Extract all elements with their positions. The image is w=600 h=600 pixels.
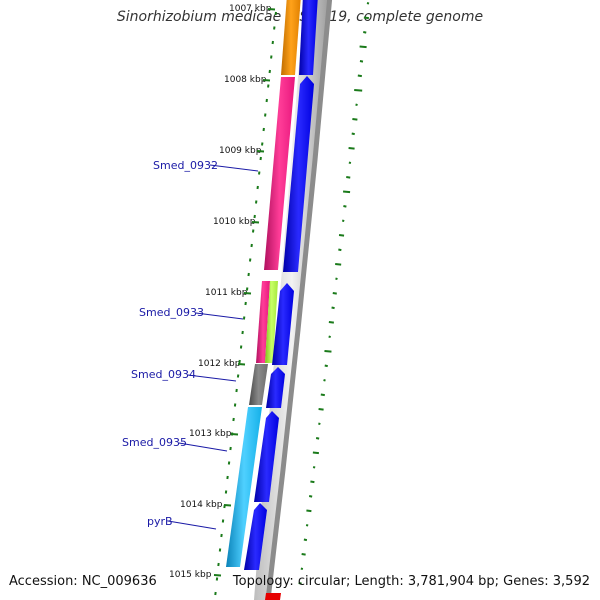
gene-arrow-smed-0935[interactable] [254,411,279,502]
gc-skew-dash [346,176,351,179]
gc-skew-dash [363,31,367,34]
gc-skew-dash [338,248,342,252]
gene-block-orange [281,0,301,75]
gc-skew-dash [328,321,334,324]
tick-mark [237,363,246,366]
genome-summary-text: Topology: circular; Length: 3,781,904 bp… [232,574,590,589]
gc-skew-dash [341,219,345,223]
tick-label: 1010 kbp [213,217,256,227]
gc-skew-dash [332,292,337,295]
gc-skew-dash [355,103,358,107]
gc-skew-dash [312,466,316,469]
gene-block-smed-0934[interactable] [249,364,268,405]
gc-skew-dash [343,205,347,208]
gc-skew-dash [318,408,324,411]
tick-mark [256,150,265,153]
gene-arrow-smed-0932[interactable] [283,76,314,272]
gc-skew-dash [303,538,308,542]
gc-skew-dash [318,422,321,426]
accession-text: Accession: NC_009636 [9,574,157,589]
gc-skew-dash [352,118,358,121]
gene-block-smed-0935[interactable] [226,407,262,567]
gc-skew-dash [324,364,328,368]
tick-label: 1011 kbp [205,288,248,298]
gc-skew-outer-layer [298,2,370,585]
gc-skew-dash [298,582,302,585]
gc-skew-dash [306,509,312,513]
gc-skew-dash [359,60,364,63]
gc-skew-inner-layer [214,11,277,596]
backbone-outer-edge [265,0,333,600]
gene-arrow-smed-0934[interactable] [266,367,285,408]
gc-skew-dash [312,451,319,455]
tick-mark [243,292,252,295]
gene-block-smed-0933-a[interactable] [256,281,270,363]
tick-label: 1013 kbp [189,429,232,439]
gc-skew-dash [310,480,315,484]
gc-skew-dash [348,161,352,165]
backbone-red-marker [265,593,281,600]
gc-skew-dash [348,147,355,150]
tick-label: 1014 kbp [180,500,223,510]
gene-leader-line [167,520,217,530]
gene-label-layer: Smed_0932 Smed_0933 Smed_0934 Smed_0935 pyrB [122,159,259,530]
gc-skew-dash [342,190,351,194]
tick-layer: 1007 kbp 1008 kbp 1009 kbp 1010 kbp 1011 kbp… [169,4,276,580]
gc-skew-dash [331,306,335,310]
tick-mark [267,8,276,11]
gc-skew-dash [357,74,362,78]
gc-skew-dash [335,277,338,281]
tick-mark [262,79,271,82]
gene-label[interactable]: pyrB [147,515,173,528]
gc-skew-dash [338,234,345,237]
gene-arrow-1007 [299,0,318,75]
gene-arrow-smed-0933[interactable] [272,283,294,365]
gene-leader-line [187,374,237,382]
tick-mark [251,221,260,224]
gc-skew-dash [324,350,332,353]
gene-leader-line [178,442,228,452]
gene-block-smed-0933-b[interactable] [265,281,278,363]
gene-leader-line [209,164,259,172]
gc-skew-dash [366,2,370,5]
gc-skew-dash [315,437,320,440]
gene-label[interactable]: Smed_0934 [131,368,196,381]
gene-block-smed-0932[interactable] [264,77,295,270]
tick-label: 1012 kbp [198,359,241,369]
tick-label: 1015 kbp [169,570,212,580]
tick-label: 1007 kbp [229,4,272,14]
gc-skew-dash [305,524,309,527]
tick-label: 1009 kbp [219,146,262,156]
gc-skew-dash [320,393,325,397]
gene-leader-line [195,312,244,320]
gc-skew-dash [363,16,369,20]
gc-skew-dash [323,379,326,382]
gc-skew-dash [308,495,313,498]
gene-label[interactable]: Smed_0935 [122,436,187,449]
gene-label[interactable]: Smed_0933 [139,306,204,319]
gc-skew-dash [351,132,355,136]
gc-skew-dash [354,89,363,92]
genome-map-title: Sinorhizobium medicae WSM419, complete g… [116,9,484,25]
gc-skew-dash [359,45,367,49]
tick-label: 1008 kbp [224,75,267,85]
gc-skew-dash [335,263,342,266]
gc-skew-dash [301,553,306,556]
gene-arrow-pyrb[interactable] [244,503,267,570]
gene-label[interactable]: Smed_0932 [153,159,218,172]
tick-mark [213,574,222,577]
gc-skew-dash [328,335,331,339]
gc-skew-dash [300,567,304,571]
